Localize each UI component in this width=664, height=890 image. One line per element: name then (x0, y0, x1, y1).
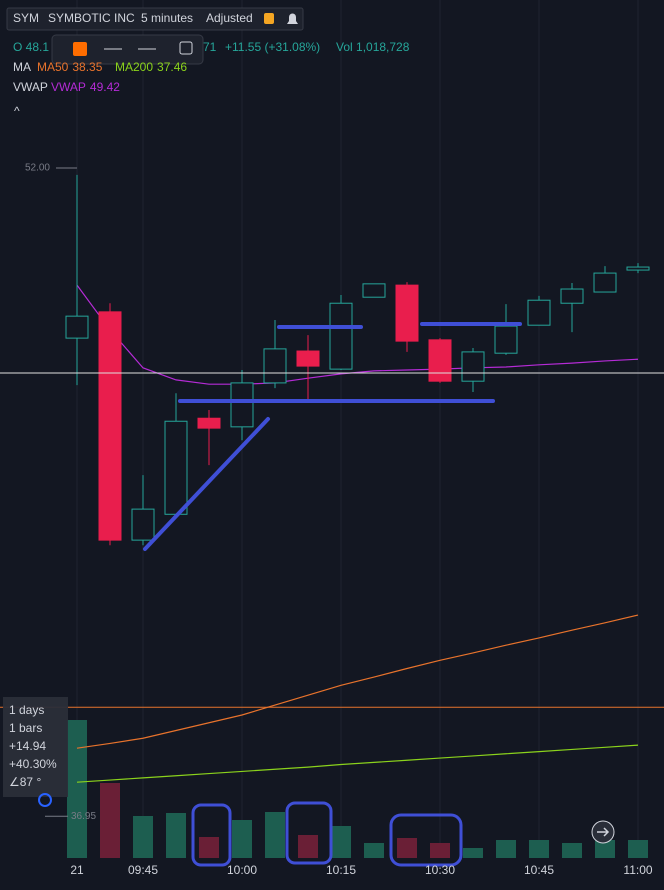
close-value: 71 (203, 40, 217, 54)
volume-bar (397, 838, 417, 858)
candle-body (263, 348, 287, 384)
vwap-label: VWAP (13, 80, 48, 94)
candle-body (329, 302, 353, 370)
candle-body (527, 299, 551, 326)
high-marker-label: 52.00 (25, 163, 50, 174)
alert-icon[interactable] (287, 13, 298, 25)
candle-body (296, 350, 320, 367)
volume-value: Vol 1,018,728 (336, 40, 410, 54)
volume-bar (562, 843, 582, 858)
candle-body (164, 420, 188, 515)
volume-bar (67, 720, 87, 858)
volume-bar (298, 835, 318, 858)
x-tick-label: 10:00 (227, 863, 257, 877)
legend-name: MA50 (37, 60, 69, 74)
change-value: +11.55 (+31.08%) (225, 40, 320, 54)
candle-body (362, 283, 386, 298)
clone-button[interactable] (179, 41, 193, 55)
info-line: 1 days (9, 703, 44, 717)
x-tick-label: 21 (70, 863, 84, 877)
volume-bar (496, 840, 516, 858)
header-bar (6, 7, 304, 31)
volume-layer (67, 720, 648, 858)
candle-body (626, 266, 650, 271)
info-line: +14.94 (9, 739, 46, 753)
volume-bar (199, 837, 219, 858)
candle-body (230, 382, 254, 428)
candle-body (65, 315, 89, 339)
volume-bar (331, 826, 351, 858)
legend-value: 38.35 (72, 60, 102, 74)
legend-value: 49.42 (90, 80, 120, 94)
x-tick-label: 10:45 (524, 863, 554, 877)
adjustment[interactable]: Adjusted (206, 11, 253, 25)
volume-bar (265, 812, 285, 858)
highlight-box (389, 813, 463, 867)
ma-label: MA (13, 60, 31, 74)
candle-body (98, 311, 122, 541)
scroll-arrow (597, 827, 610, 837)
volume-bar (595, 840, 615, 858)
indicator-layer (0, 284, 664, 783)
info-line: ∠87 ° (9, 775, 41, 789)
candle-body (428, 339, 452, 382)
volume-bar (100, 783, 120, 858)
symbol[interactable]: SYM (13, 11, 39, 25)
info-line: +40.30% (9, 757, 57, 771)
candle-layer (65, 174, 650, 546)
x-tick-label: 10:15 (326, 863, 356, 877)
indicator-line (76, 744, 639, 783)
candle-body (494, 325, 518, 354)
legend-name: VWAP (51, 80, 86, 94)
open-value: O 48.1 (13, 40, 49, 54)
volume-bar (364, 843, 384, 858)
x-tick-label: 11:00 (623, 863, 652, 877)
collapse-toggle[interactable]: ^ (14, 104, 20, 118)
volume-bar (463, 848, 483, 858)
candle-body (131, 508, 155, 541)
note-icon[interactable] (264, 13, 274, 24)
indicator-line (76, 284, 639, 385)
low-marker-label: 36.95 (71, 811, 96, 822)
candle-body (560, 288, 584, 304)
volume-bar (529, 840, 549, 858)
company-name: SYMBOTIC INC (48, 11, 135, 25)
interval[interactable]: 5 minutes (141, 11, 193, 25)
info-box (3, 697, 68, 797)
measure-handle[interactable] (38, 793, 52, 807)
candle-body (395, 284, 419, 342)
candle-body (461, 351, 485, 382)
candle-body (593, 272, 617, 293)
volume-bar (166, 813, 186, 858)
volume-bar (628, 840, 648, 858)
trend-line (143, 417, 270, 551)
drawings (143, 322, 522, 867)
color-picker[interactable] (73, 42, 87, 56)
volume-bar (232, 820, 252, 858)
volume-bar (133, 816, 153, 858)
x-tick-label: 10:30 (425, 863, 455, 877)
legend-name: MA200 (115, 60, 153, 74)
info-line: 1 bars (9, 721, 42, 735)
grid-layer (76, 0, 639, 858)
x-tick-label: 09:45 (128, 863, 158, 877)
drawing-toolbar (51, 34, 204, 65)
volume-bar (430, 843, 450, 858)
highlight-box (191, 803, 232, 867)
candle-body (197, 417, 221, 429)
highlight-box (285, 801, 333, 865)
indicator-line (76, 614, 639, 749)
legend-value: 37.46 (157, 60, 187, 74)
